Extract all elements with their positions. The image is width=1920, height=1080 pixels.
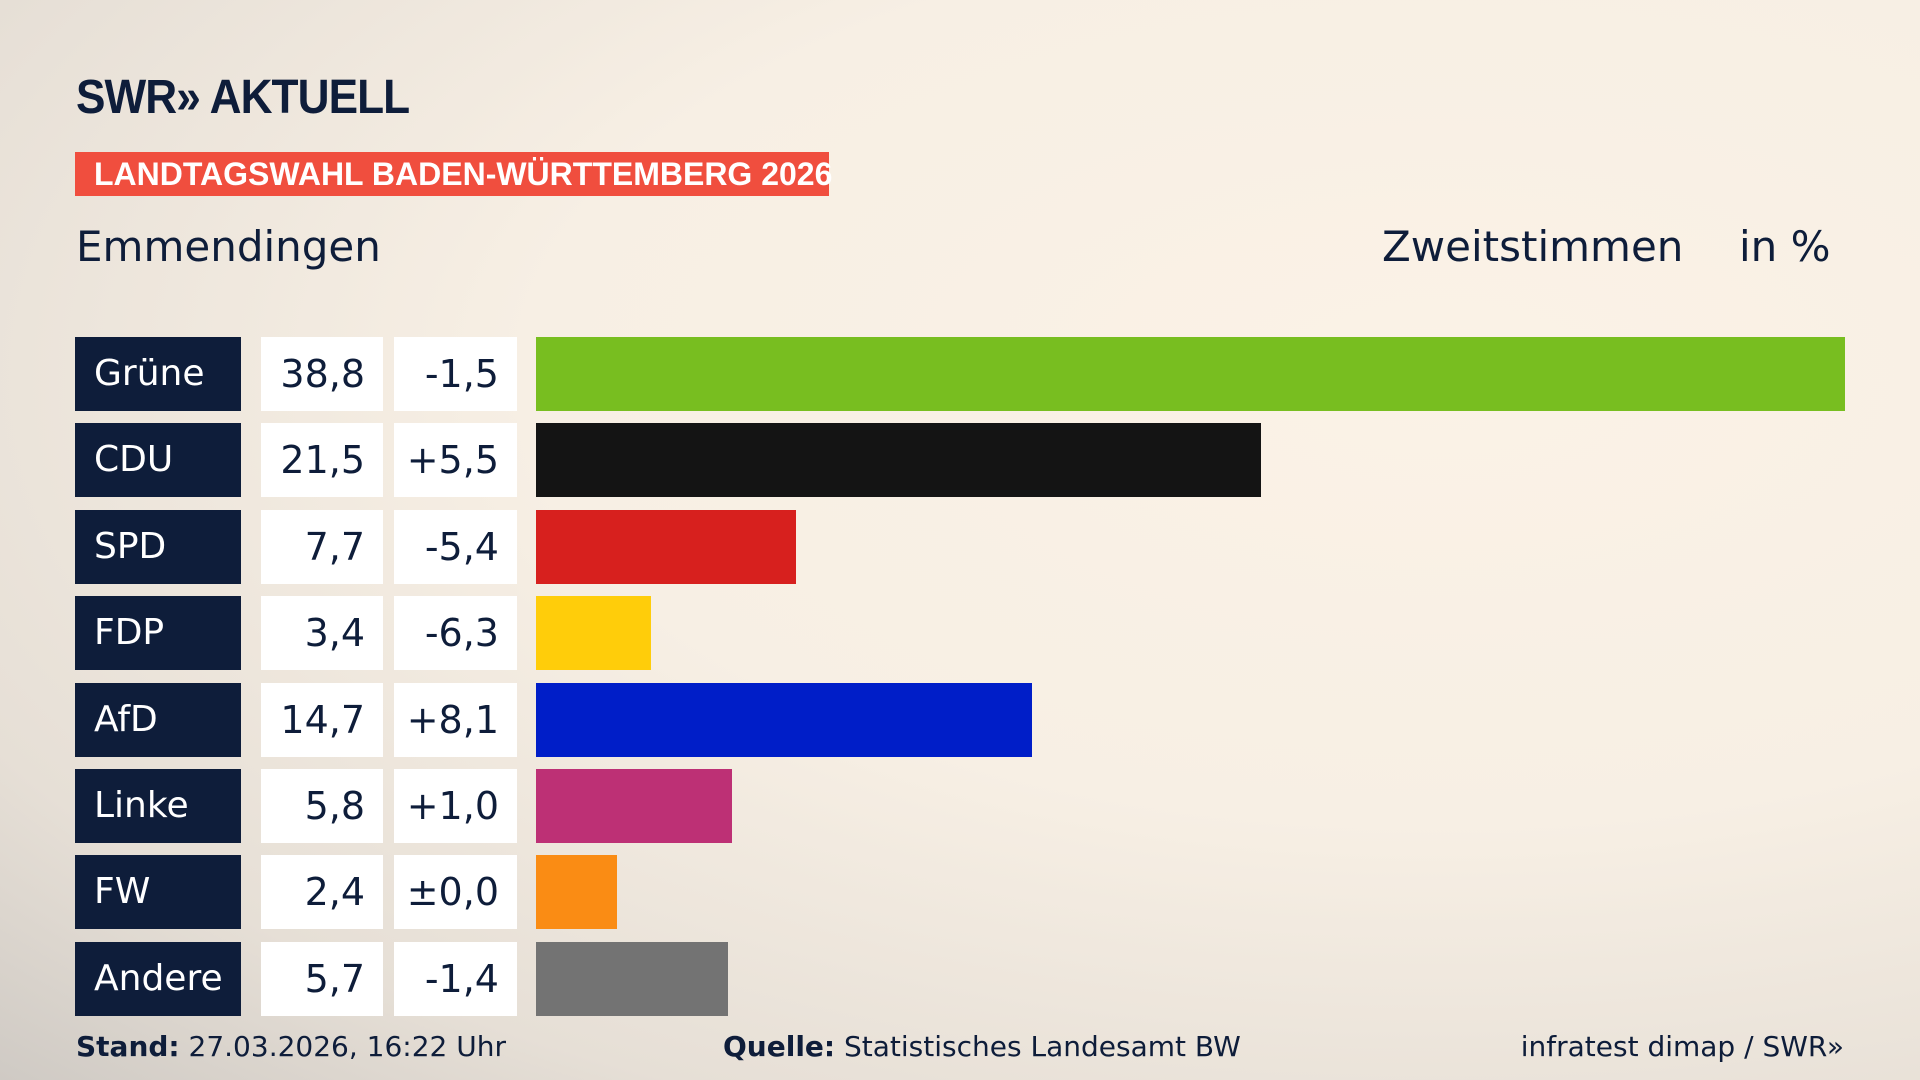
diff-label: -1,4 [394, 941, 517, 1016]
value-label: 2,4 [261, 855, 383, 930]
source-value: Statistisches Landesamt BW [844, 1030, 1241, 1063]
party-row: Linke 5,8 +1,0 [0, 769, 1920, 843]
credit: infratest dimap / SWR» [1520, 1030, 1844, 1063]
bar [536, 423, 1262, 498]
diff-label: +8,1 [394, 682, 517, 757]
bar [536, 855, 617, 930]
diff-label: -1,5 [394, 337, 517, 411]
swr-aktuell-logo: SWR» AKTUELL [76, 71, 410, 124]
stand-value: 27.03.2026, 16:22 Uhr [188, 1030, 506, 1063]
stand-label: Stand: [76, 1030, 180, 1063]
party-label: SPD [75, 509, 241, 584]
bar [536, 769, 732, 843]
party-row: Grüne 38,8 -1,5 [0, 337, 1920, 411]
party-label: Grüne [75, 337, 241, 411]
party-label: AfD [75, 682, 241, 757]
timestamp: Stand: 27.03.2026, 16:22 Uhr [76, 1030, 506, 1063]
region-title: Emmendingen [76, 222, 381, 271]
value-label: 38,8 [261, 337, 383, 411]
value-label: 7,7 [261, 509, 383, 584]
metric-label: Zweitstimmen [1382, 222, 1684, 271]
bar [536, 509, 796, 584]
party-row: SPD 7,7 -5,4 [0, 509, 1920, 584]
value-label: 3,4 [261, 596, 383, 671]
election-banner: LANDTAGSWAHL BADEN-WÜRTTEMBERG 2026 [75, 152, 832, 196]
bar [536, 596, 651, 671]
value-label: 14,7 [261, 682, 383, 757]
party-row: AfD 14,7 +8,1 [0, 682, 1920, 757]
diff-label: ±0,0 [394, 855, 517, 930]
party-row: FDP 3,4 -6,3 [0, 596, 1920, 671]
value-label: 5,8 [261, 769, 383, 843]
bar [536, 337, 1845, 411]
unit-label: in % [1739, 222, 1831, 271]
value-label: 21,5 [261, 423, 383, 498]
party-label: CDU [75, 423, 241, 498]
bar [536, 682, 1032, 757]
party-row: FW 2,4 ±0,0 [0, 855, 1920, 930]
party-row: Andere 5,7 -1,4 [0, 941, 1920, 1016]
party-label: Andere [75, 941, 241, 1016]
party-label: Linke [75, 769, 241, 843]
party-label: FW [75, 855, 241, 930]
party-label: FDP [75, 596, 241, 671]
bar [536, 941, 729, 1016]
diff-label: -5,4 [394, 509, 517, 584]
party-row: CDU 21,5 +5,5 [0, 423, 1920, 498]
source: Quelle: Statistisches Landesamt BW [723, 1030, 1241, 1063]
value-label: 5,7 [261, 941, 383, 1016]
diff-label: +5,5 [394, 423, 517, 498]
source-label: Quelle: [723, 1030, 836, 1063]
diff-label: -6,3 [394, 596, 517, 671]
diff-label: +1,0 [394, 769, 517, 843]
